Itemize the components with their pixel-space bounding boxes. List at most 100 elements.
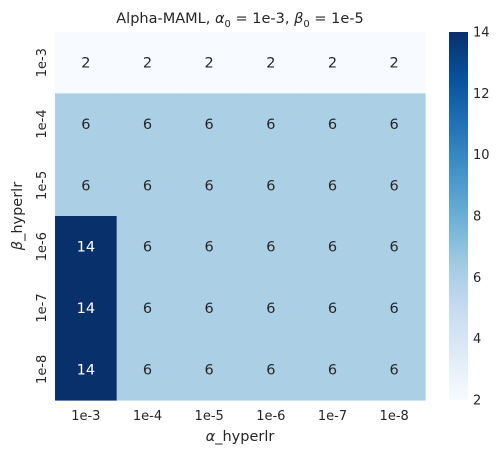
heatmap-cell [301,338,364,401]
heatmap-cell [363,338,426,401]
heatmap-cell [178,216,241,278]
heatmap-cell [55,277,118,340]
y-tick-labels: 1e-3 1e-4 1e-5 1e-6 1e-7 1e-8 [35,48,50,384]
cell-value-label: 6 [328,240,337,256]
cell-value-label: 6 [143,117,152,133]
cell-value-label: 6 [266,301,275,317]
heatmap-cell [55,154,118,217]
x-tick-labels: 1e-3 1e-4 1e-5 1e-6 1e-7 1e-8 [71,409,409,424]
cell-value-label: 2 [81,56,90,72]
cell-value-label: 6 [390,301,399,317]
heatmap-cell [363,93,426,156]
cell-value-label: 6 [81,117,90,133]
heatmap-cell [116,32,179,94]
heatmap-cell [55,216,118,278]
cell-value-label: 2 [266,56,275,72]
cell-value-label: 6 [328,178,337,194]
heatmap-cell [301,277,364,340]
colorbar [449,32,468,400]
cell-value-label: 14 [77,240,95,256]
cell-value-label: 6 [328,301,337,317]
heatmap-cell [240,32,303,94]
heatmap-cell [240,93,303,156]
x-tick-label: 1e-5 [195,409,224,424]
heatmap-cell [178,93,241,156]
cell-value-label: 6 [143,240,152,256]
cell-value-label: 6 [390,362,399,378]
cell-value-label: 14 [77,301,95,317]
heatmap-cell [301,154,364,217]
y-tick-label: 1e-4 [35,109,50,138]
y-axis-label: β_hyperlr [10,182,26,251]
cell-value-label: 14 [77,362,95,378]
cell-value-label: 6 [143,301,152,317]
heatmap-cell [116,277,179,340]
x-axis-label: α_hyperlr [206,429,275,445]
colorbar-tick-label: 10 [473,148,490,163]
cell-value-label: 6 [266,240,275,256]
cell-value-label: 6 [390,178,399,194]
heatmap-cell [240,154,303,217]
cell-value-label: 6 [328,362,337,378]
heatmap-cell-labels: 2 2 2 2 2 2 6 6 6 6 6 6 6 6 6 6 6 6 14 6 6 6 6 6 14 6 6 6 6 6 14 6 6 6 6 6 [77,56,399,379]
cell-value-label: 6 [143,362,152,378]
heatmap-cell [363,32,426,94]
heatmap-cell [363,216,426,278]
cell-value-label: 6 [205,362,214,378]
colorbar-tick-labels: 2 4 6 8 10 12 14 [473,26,490,409]
y-tick-label: 1e-8 [35,355,50,384]
cell-value-label: 6 [205,301,214,317]
colorbar-tick-label: 8 [473,210,481,225]
cell-value-label: 2 [143,56,152,72]
cell-value-label: 2 [328,56,337,72]
x-tick-label: 1e-6 [256,409,285,424]
heatmap-cell [116,338,179,401]
colorbar-tick-label: 14 [473,26,490,41]
heatmap-cell [55,93,118,156]
heatmap-cell [178,154,241,217]
x-tick-label: 1e-7 [318,409,347,424]
y-tick-label: 1e-3 [35,48,50,77]
heatmap-cell [178,32,241,94]
heatmap-cell [178,277,241,340]
cell-value-label: 6 [205,117,214,133]
heatmap-cell [363,154,426,217]
chart-title: Alpha-MAML, α0 = 1e-3, β0 = 1e-5 [116,11,363,30]
heatmap-cell [301,216,364,278]
heatmap-cells [55,32,426,401]
heatmap-cell [240,277,303,340]
colorbar-tick-label: 12 [473,87,490,102]
y-tick-label: 1e-6 [35,232,50,261]
cell-value-label: 6 [205,240,214,256]
cell-value-label: 6 [266,362,275,378]
colorbar-tick-label: 4 [473,332,481,347]
heatmap-cell [178,338,241,401]
y-tick-label: 1e-7 [35,293,50,322]
heatmap-cell [116,93,179,156]
cell-value-label: 6 [205,178,214,194]
cell-value-label: 2 [205,56,214,72]
y-tick-label: 1e-5 [35,171,50,200]
cell-value-label: 6 [390,240,399,256]
x-tick-label: 1e-8 [380,409,409,424]
cell-value-label: 2 [390,56,399,72]
heatmap-cell [55,32,118,94]
heatmap-cell [116,216,179,278]
x-tick-label: 1e-4 [133,409,162,424]
colorbar-tick-label: 2 [473,394,481,409]
cell-value-label: 6 [81,178,90,194]
heatmap-cell [301,93,364,156]
cell-value-label: 6 [266,178,275,194]
heatmap-cell [363,277,426,340]
heatmap-cell [116,154,179,217]
heatmap-cell [240,338,303,401]
heatmap-cell [240,216,303,278]
cell-value-label: 6 [143,178,152,194]
colorbar-tick-label: 6 [473,271,481,286]
x-tick-label: 1e-3 [71,409,100,424]
heatmap-cell [301,32,364,94]
cell-value-label: 6 [390,117,399,133]
cell-value-label: 6 [266,117,275,133]
